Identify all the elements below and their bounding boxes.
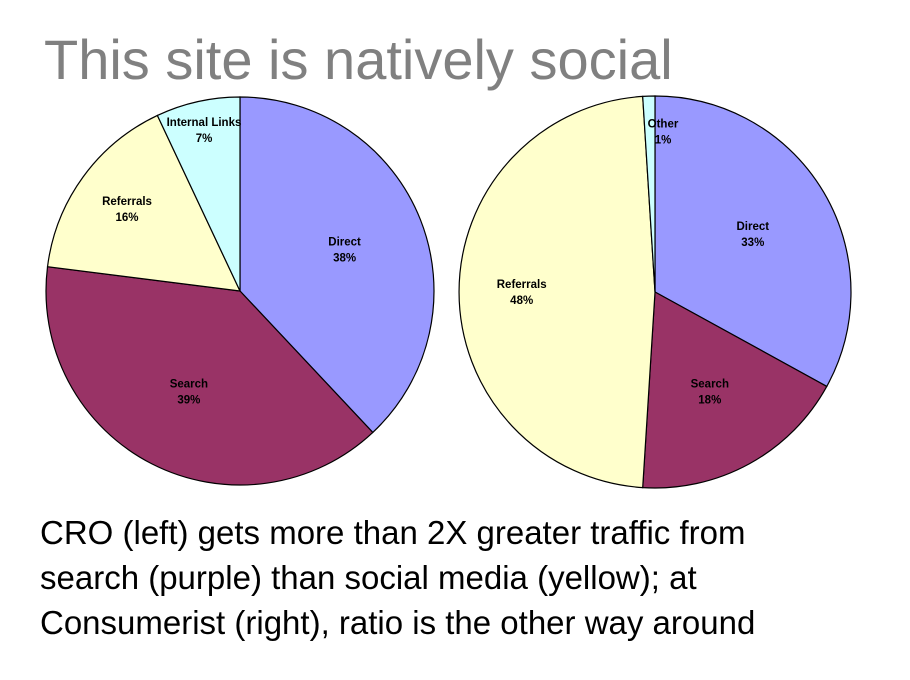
slide-title: This site is natively social [44,28,673,91]
slice-label-referrals: Referrals 16% [102,196,152,224]
slice-category-label: Referrals [497,279,547,291]
slice-category-label: Search [170,378,208,390]
slice-label-referrals: Referrals 48% [497,279,547,307]
slice-percent-label: 38% [333,253,356,265]
slice-percent-label: 33% [741,237,764,249]
slice-percent-label: 18% [698,395,721,407]
pie-chart-consumerist: Direct 33% Search 18% Referrals 48% Other 1% [458,95,852,489]
slice-label-search: Search 18% [691,379,729,407]
pie-slice-other [642,95,656,293]
pie-slice-direct [239,96,435,434]
slice-label-search: Search 39% [170,378,208,406]
pie-slice-referrals [458,95,656,489]
slice-category-label: Internal Links [167,117,242,129]
caption-line: search (purple) than social media (yello… [40,559,697,596]
caption-line: CRO (left) gets more than 2X greater tra… [40,514,746,551]
caption-line: Consumerist (right), ratio is the other … [40,604,756,641]
pie-slice-search [45,266,374,486]
slice-percent-label: 39% [177,394,200,406]
slice-percent-label: 7% [196,133,213,145]
slice-label-other: Other 1% [648,118,679,146]
slice-label-direct: Direct 38% [328,237,361,265]
slice-percent-label: 16% [115,212,138,224]
pie-slice-direct [654,95,852,388]
slice-category-label: Referrals [102,196,152,208]
slice-label-direct: Direct 33% [736,221,769,249]
slice-label-internal-links: Internal Links 7% [167,117,242,145]
slice-percent-label: 48% [510,295,533,307]
pie-slice-search [642,291,828,489]
pie-chart-cro: Direct 38% Search 39% Referrals 16% Internal L… [45,96,435,486]
slice-category-label: Other [648,118,679,130]
slice-category-label: Direct [328,237,361,249]
pie-slice-referrals [46,114,242,292]
slice-percent-label: 1% [655,134,672,146]
pie-slice-internal-links [156,96,241,292]
slide-caption: CRO (left) gets more than 2X greater tra… [40,510,890,645]
slice-category-label: Direct [736,221,769,233]
slice-category-label: Search [691,379,729,391]
